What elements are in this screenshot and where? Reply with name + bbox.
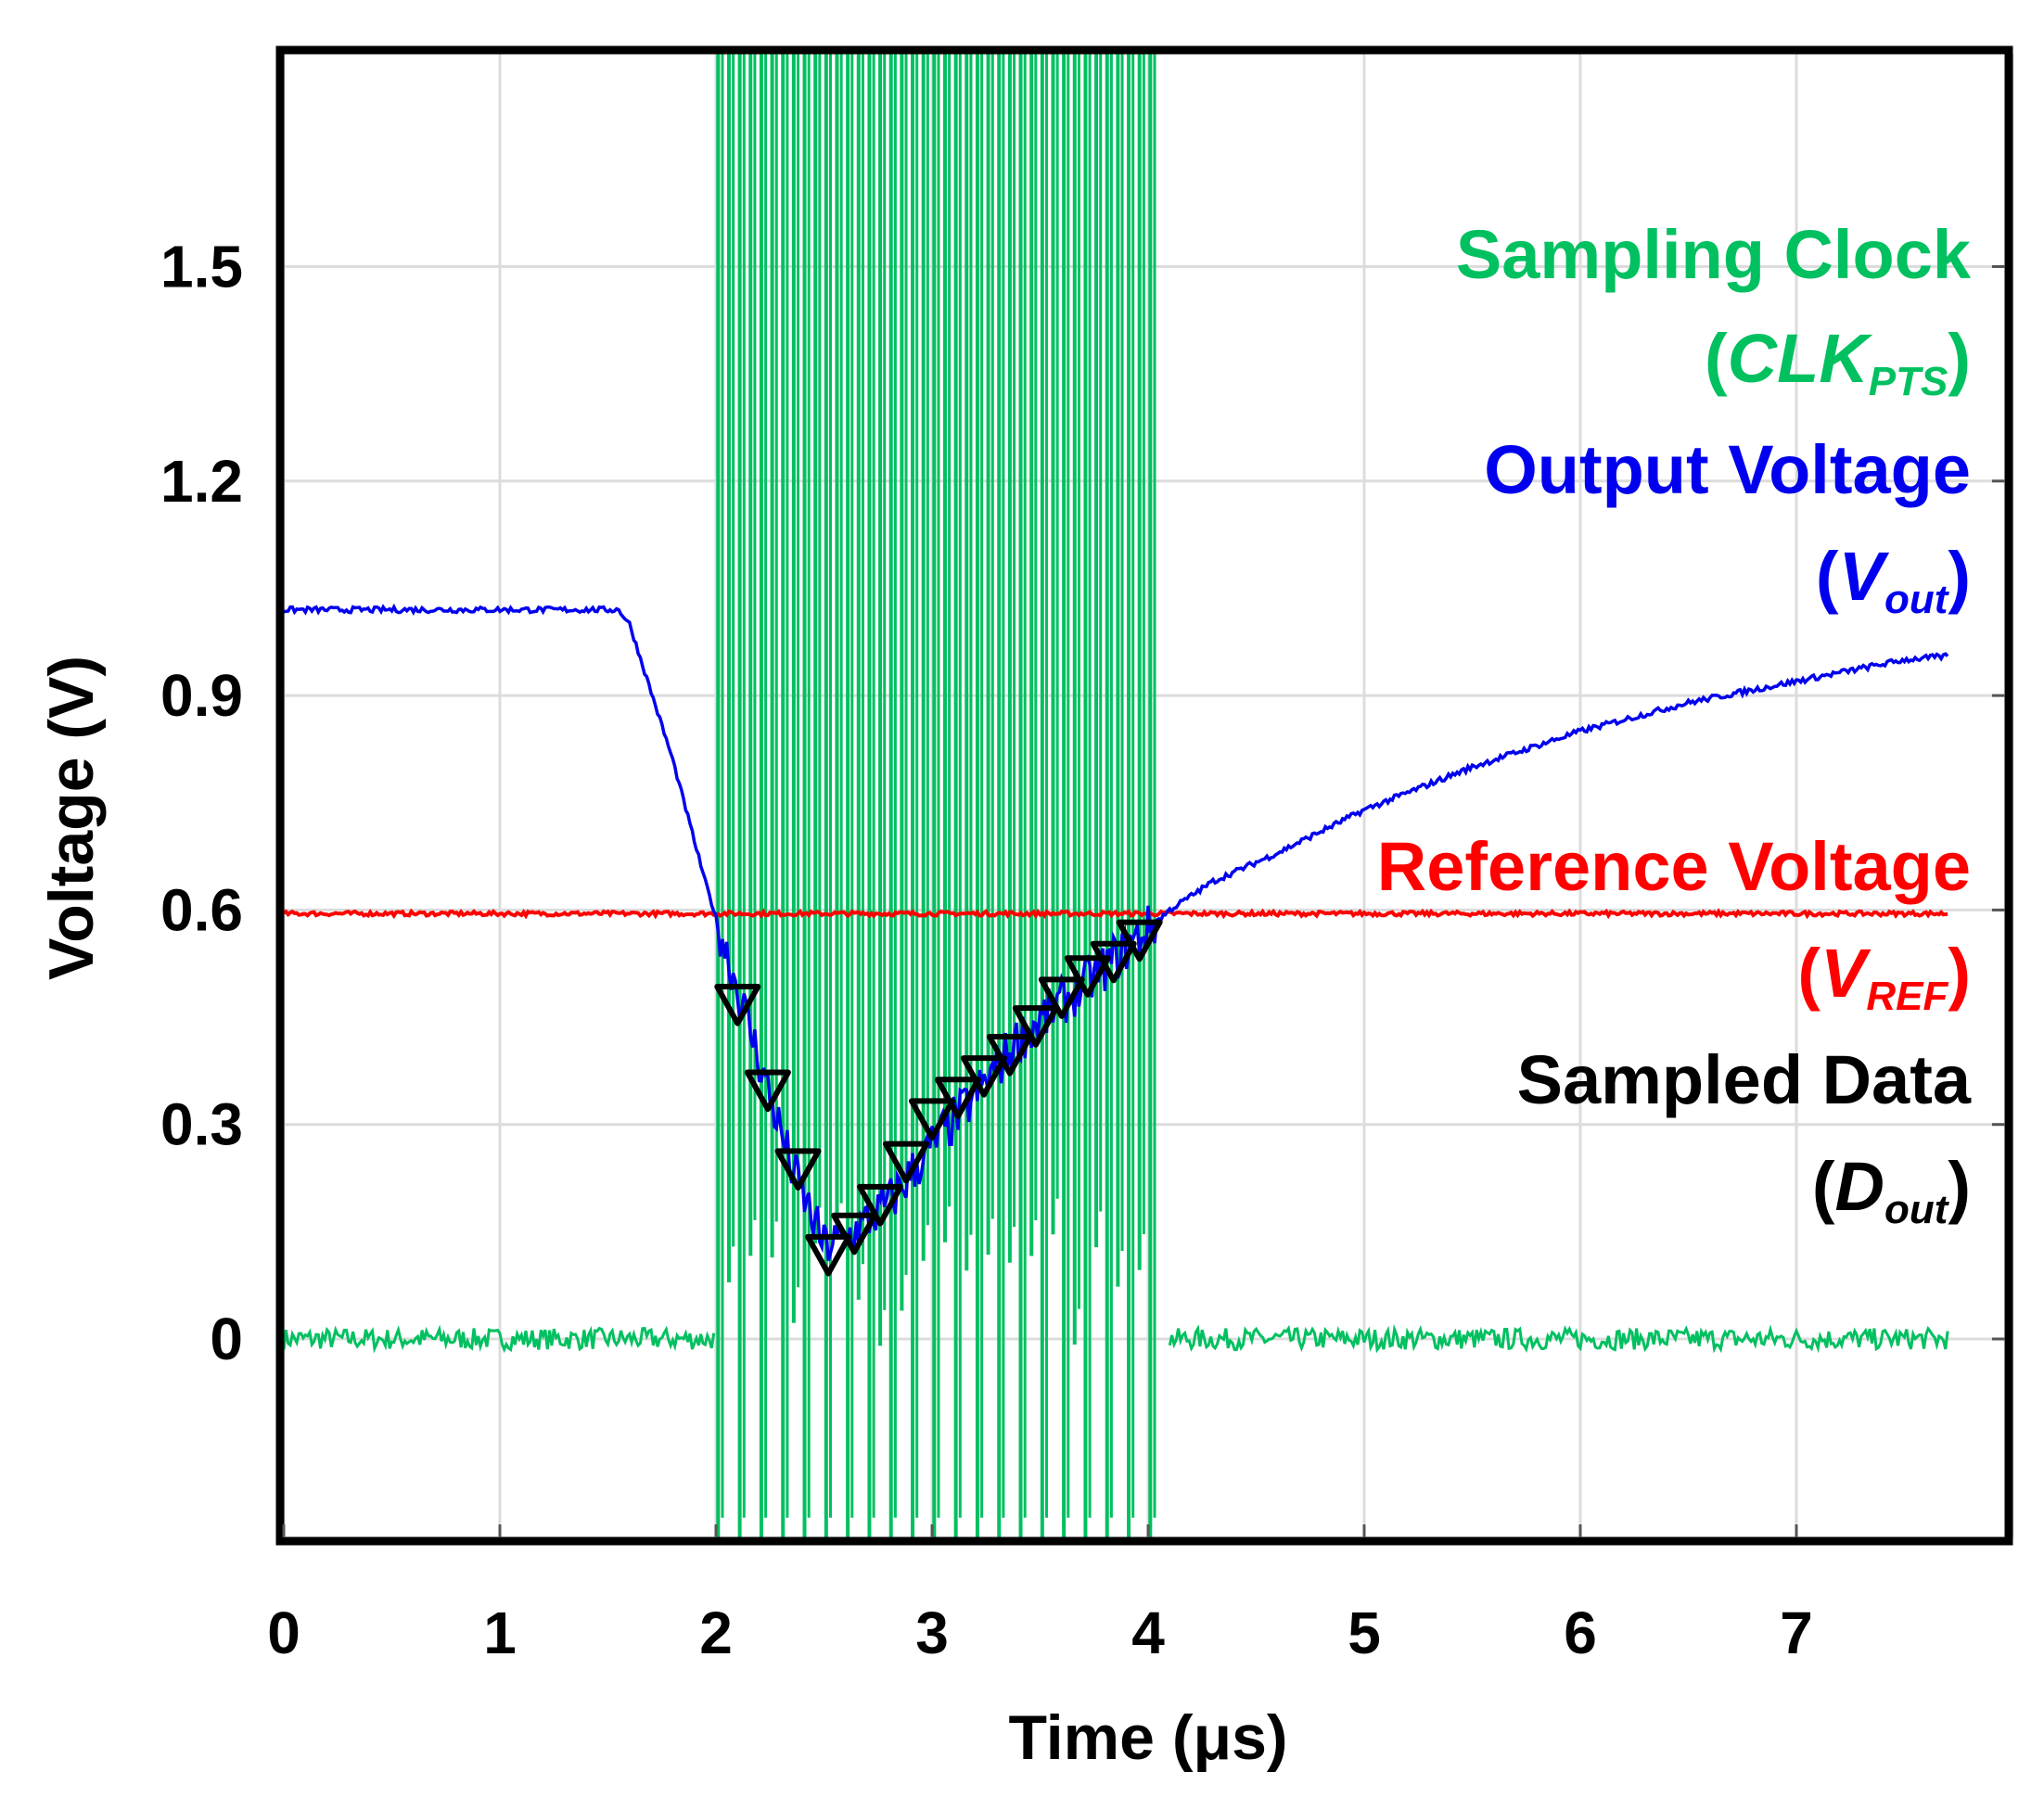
y-tick-label: 1.5 [160,234,243,300]
legend: Sampling Clock (CLKPTS) Output Voltage (… [1377,216,1972,1232]
sampled-data-marker [909,1098,955,1141]
sampled-data-marker [1038,976,1085,1019]
legend-clock-symbol-sub: PTS [1869,359,1948,404]
legend-vout-name: Output Voltage [1484,431,1971,508]
clock-baseline-post [1168,1323,1949,1354]
sampled-data-marker [1116,919,1163,962]
legend-clock-name: Sampling Clock [1456,216,1972,293]
sampled-data-marker [934,1077,981,1119]
sampled-data-marker [1064,955,1111,998]
legend-dout-symbol-main: D [1834,1148,1884,1225]
axis-ticks: 0 1 2 3 4 5 6 7 0 0.3 0.6 0.9 1.2 1.5 [160,234,2005,1666]
legend-vref-symbol: (VREF) [1797,935,1971,1019]
legend-vout-symbol-main: V [1839,538,1890,615]
output-voltage-line [283,603,1949,1261]
y-tick-label: 0.9 [160,662,243,729]
x-axis-title: Time (μs) [1008,1702,1287,1773]
sampled-data-series [714,919,1163,1277]
legend-vref-symbol-main: V [1820,935,1872,1012]
legend-vout-symbol: (Vout) [1816,538,1971,622]
y-tick-label: 1.2 [160,448,243,515]
sampled-data-marker [986,1034,1033,1077]
reference-voltage-line [282,908,1948,920]
x-tick-label: 1 [483,1600,517,1666]
x-tick-label: 4 [1131,1600,1165,1666]
plot-frame [275,45,2013,1546]
x-tick-label: 2 [699,1600,733,1666]
sampled-data-marker [883,1141,930,1184]
sampled-data-marker [805,1233,852,1277]
sampled-data-marker [744,1069,791,1113]
x-tick-label: 3 [915,1600,949,1666]
legend-vout-symbol-sub: out [1884,577,1950,622]
y-axis-title: Voltage (V) [36,656,107,980]
legend-vref-symbol-sub: REF [1866,974,1948,1019]
x-tick-label: 7 [1780,1600,1813,1666]
sampled-data-marker [1090,940,1137,984]
x-tick-label: 5 [1348,1600,1381,1666]
y-tick-label: 0.6 [160,876,243,943]
clock-baseline-pre [284,1324,716,1354]
x-tick-label: 0 [267,1600,300,1666]
legend-dout-name: Sampled Data [1517,1041,1972,1118]
legend-clock-symbol: (CLKPTS) [1705,320,1971,404]
sampled-data-marker [1012,1005,1059,1048]
y-tick-label: 0.3 [160,1091,243,1158]
sampled-data-marker [857,1183,904,1227]
sampled-data-marker [774,1148,822,1191]
sampled-data-marker [714,984,761,1026]
legend-clock-symbol-main: CLK [1728,320,1873,397]
legend-dout-symbol: (Dout) [1812,1148,1971,1232]
reference-voltage-series [282,908,1948,920]
sampled-data-marker [831,1212,878,1256]
x-tick-label: 6 [1564,1600,1597,1666]
output-voltage-series [283,603,1949,1261]
legend-vref-name: Reference Voltage [1377,828,1971,905]
sampled-data-marker [960,1055,1007,1098]
legend-dout-symbol-sub: out [1884,1187,1950,1232]
y-tick-label: 0 [210,1306,243,1372]
